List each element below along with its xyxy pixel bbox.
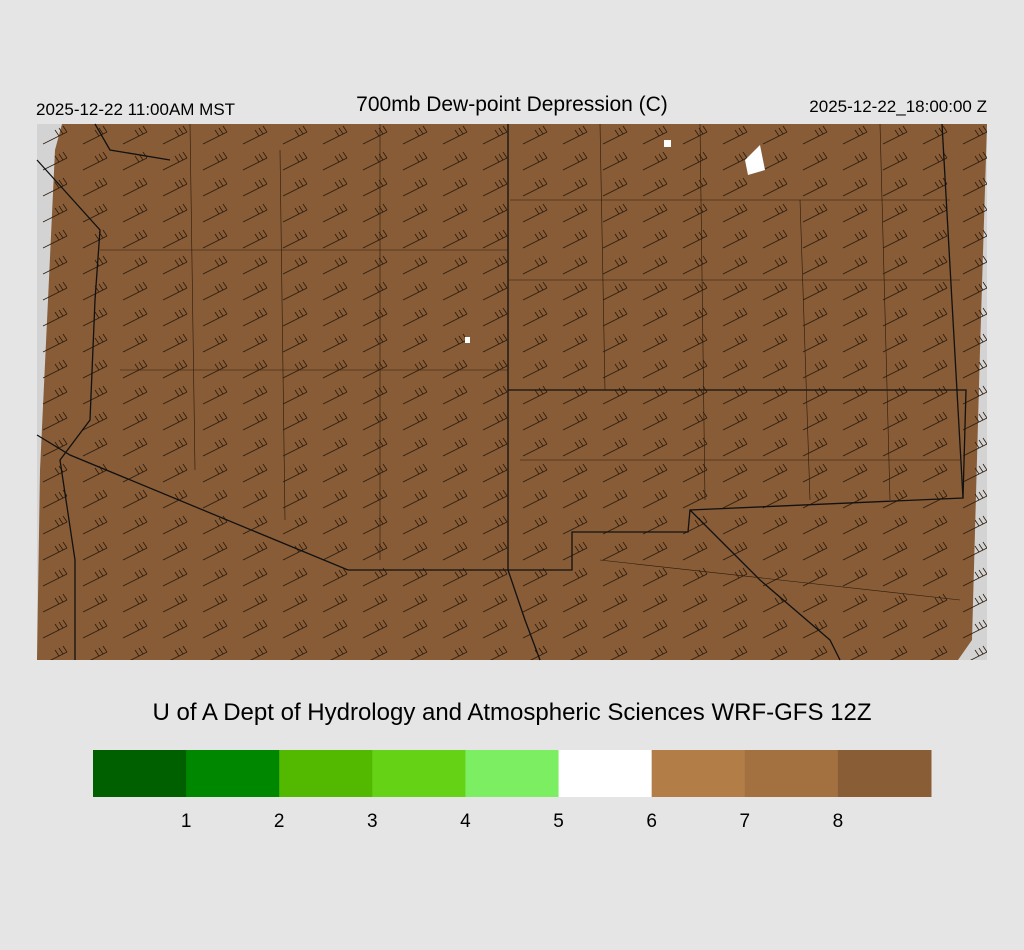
colorbar-box: [744, 750, 839, 797]
colorbar-label: 6: [646, 811, 657, 832]
colorbar-box: [93, 750, 187, 797]
colorbar-label: 8: [833, 811, 844, 832]
credit: U of A Dept of Hydrology and Atmospheric…: [153, 699, 872, 726]
colorbar-label: 1: [181, 811, 192, 832]
moist-spot: [465, 337, 470, 343]
colorbar-label: 2: [274, 811, 285, 832]
wind-barbs: [37, 124, 987, 660]
colorbar-box: [651, 750, 746, 797]
colorbar-box: [558, 750, 653, 797]
colorbar-label: 4: [460, 811, 471, 832]
map: [36, 123, 987, 661]
valid-utc: 2025-12-22_18:00:00 Z: [809, 97, 987, 116]
colorbar-box: [372, 750, 466, 797]
valid-local: 2025-12-22 11:00AM MST: [36, 100, 235, 119]
colorbar-box: [186, 750, 280, 797]
colorbar-box: [279, 750, 373, 797]
colorbar: 1 2 3 4 5 6 7 8: [93, 750, 932, 832]
colorbar-label: 5: [553, 811, 564, 832]
moist-spot: [664, 140, 671, 147]
borders: [36, 123, 967, 661]
colorbar-label: 7: [739, 811, 750, 832]
colorbar-label: 3: [367, 811, 378, 832]
colorbar-box: [465, 750, 560, 797]
county-lines: [100, 123, 961, 601]
colorbar-box: [837, 750, 932, 797]
map-title: 700mb Dew-point Depression (C): [356, 93, 668, 116]
moist-spot: [745, 145, 765, 175]
